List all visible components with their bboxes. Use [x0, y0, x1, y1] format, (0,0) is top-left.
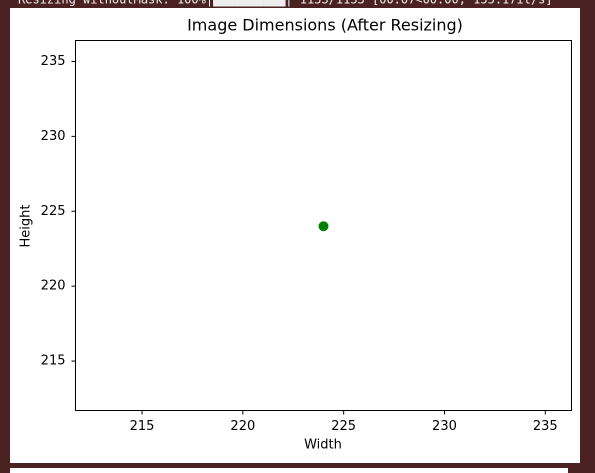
x-tick-label: 235: [533, 419, 558, 434]
figure: [10, 8, 580, 463]
next-figure: [10, 468, 568, 473]
y-tick-label: 215: [41, 354, 66, 369]
chart-title: Image Dimensions (After Resizing): [187, 16, 463, 35]
y-tick-label: 220: [41, 279, 66, 294]
y-tick-label: 235: [41, 54, 66, 69]
x-axis-label: Width: [304, 438, 342, 453]
y-axis-label: Height: [19, 205, 34, 248]
x-tick-label: 230: [432, 419, 457, 434]
x-tick-label: 215: [130, 419, 155, 434]
point: [318, 221, 329, 232]
y-tick-label: 230: [41, 129, 66, 144]
x-tick-label: 225: [331, 419, 356, 434]
y-tick-label: 225: [41, 204, 66, 219]
plot-frame: [75, 40, 572, 411]
progress-text: Resizing withoutMask: 100%|██████████| 1…: [18, 0, 553, 7]
x-tick-label: 220: [230, 419, 255, 434]
